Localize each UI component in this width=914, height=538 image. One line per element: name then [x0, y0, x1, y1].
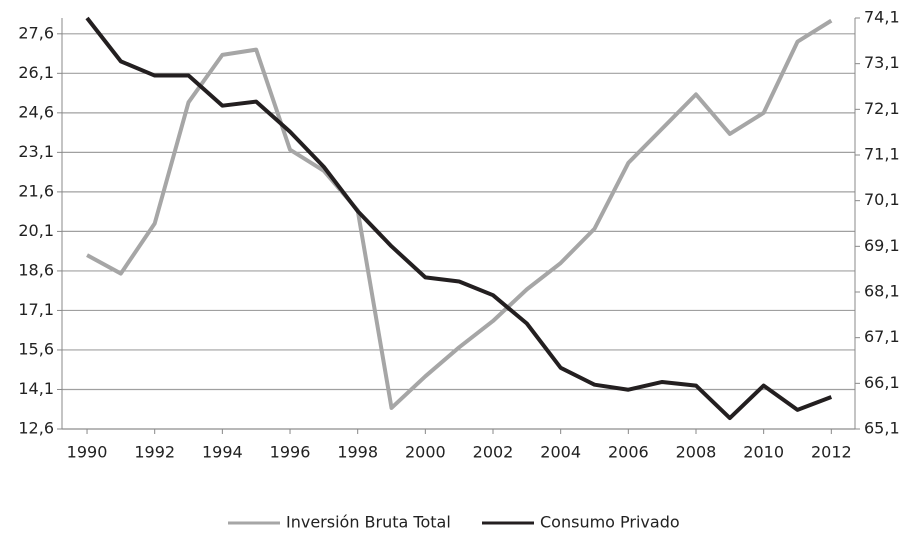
y2-tick-label: 67,1 — [864, 327, 900, 346]
x-tick-label: 2002 — [473, 443, 514, 462]
x-tick-label: 2010 — [743, 443, 784, 462]
x-tick-label: 2004 — [540, 443, 581, 462]
y-tick-label: 24,6 — [18, 102, 54, 121]
y-tick-label: 21,6 — [18, 181, 54, 200]
y2-tick-label: 65,1 — [864, 419, 900, 438]
y-tick-label: 17,1 — [18, 300, 54, 319]
x-tick-label: 1992 — [134, 443, 175, 462]
y-tick-label: 26,1 — [18, 63, 54, 82]
legend-label: Consumo Privado — [540, 513, 680, 532]
x-tick-label: 1994 — [202, 443, 243, 462]
y2-tick-label: 70,1 — [864, 190, 900, 209]
x-tick-label: 1990 — [67, 443, 108, 462]
x-tick-label: 1998 — [337, 443, 378, 462]
y2-tick-label: 71,1 — [864, 145, 900, 164]
line-series — [86, 18, 833, 410]
legend-label: Inversión Bruta Total — [286, 513, 451, 532]
y-tick-label: 23,1 — [18, 142, 54, 161]
y-tick-label: 12,6 — [18, 419, 54, 438]
y2-tick-label: 72,1 — [864, 99, 900, 118]
y2-tick-label: 66,1 — [864, 373, 900, 392]
y-tick-label: 15,6 — [18, 339, 54, 358]
y-tick-label: 18,6 — [18, 260, 54, 279]
x-tick-label: 2000 — [405, 443, 446, 462]
y2-tick-label: 73,1 — [864, 53, 900, 72]
y-tick-label: 14,1 — [18, 379, 54, 398]
line-series — [85, 16, 833, 421]
x-tick-label: 2006 — [608, 443, 649, 462]
y-tick-label: 27,6 — [18, 23, 54, 42]
y2-tick-label: 69,1 — [864, 236, 900, 255]
y2-tick-label: 68,1 — [864, 282, 900, 301]
x-tick-label: 1996 — [270, 443, 311, 462]
x-tick-label: 2012 — [811, 443, 852, 462]
y2-tick-label: 74,1 — [864, 8, 900, 27]
x-tick-label: 2008 — [676, 443, 717, 462]
y-tick-label: 20,1 — [18, 221, 54, 240]
